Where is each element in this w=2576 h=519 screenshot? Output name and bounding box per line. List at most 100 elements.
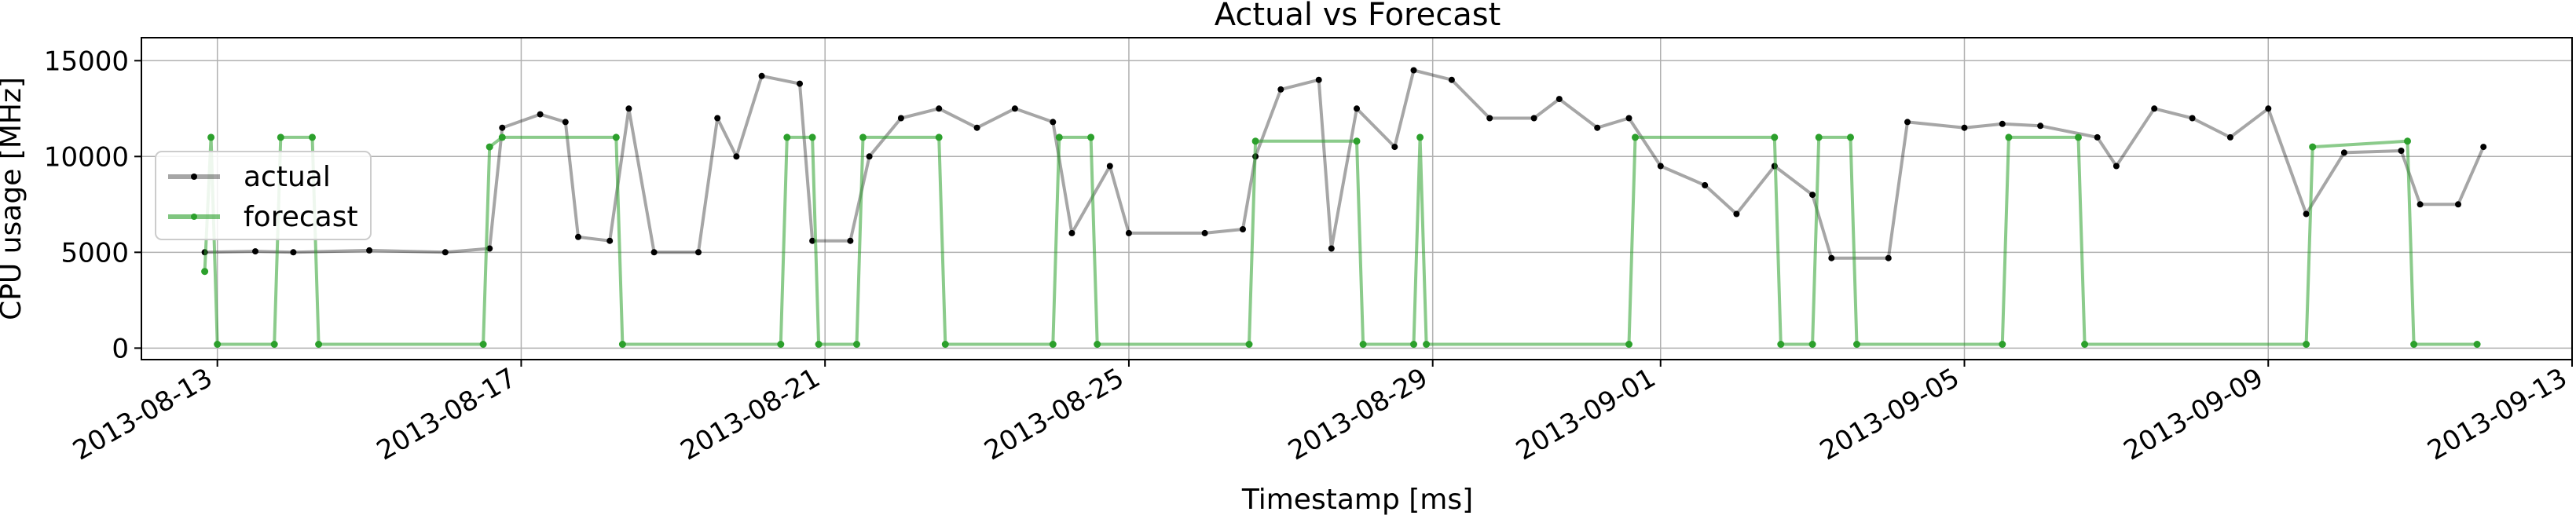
data-point-actual bbox=[366, 247, 373, 254]
data-point-forecast bbox=[1416, 133, 1424, 141]
data-point-forecast bbox=[1632, 133, 1639, 141]
legend-label-actual: actual bbox=[244, 161, 331, 193]
data-point-actual bbox=[2226, 133, 2233, 141]
data-point-actual bbox=[973, 124, 980, 131]
data-point-actual bbox=[1201, 229, 1208, 236]
data-point-actual bbox=[2112, 163, 2120, 170]
chart-title: Actual vs Forecast bbox=[1215, 0, 1501, 33]
data-point-actual bbox=[2455, 201, 2461, 208]
data-point-forecast bbox=[214, 341, 222, 348]
data-point-actual bbox=[1240, 226, 1246, 232]
series-forecast bbox=[201, 133, 2481, 348]
y-tick-label: 0 bbox=[112, 333, 129, 364]
data-point-forecast bbox=[1999, 341, 2006, 348]
data-point-forecast bbox=[2473, 341, 2481, 348]
data-point-actual bbox=[733, 153, 740, 160]
data-point-forecast bbox=[1423, 341, 1431, 348]
data-point-forecast bbox=[2081, 341, 2089, 348]
data-point-actual bbox=[1277, 86, 1284, 93]
plot-background bbox=[141, 38, 2572, 360]
data-point-forecast bbox=[853, 341, 860, 348]
data-point-forecast bbox=[935, 133, 943, 141]
data-point-actual bbox=[1448, 76, 1455, 83]
legend: actual forecast bbox=[155, 151, 372, 240]
data-point-actual bbox=[897, 115, 904, 122]
data-point-actual bbox=[1011, 105, 1018, 112]
x-tick-label: 2013-08-13 bbox=[68, 362, 218, 466]
data-point-forecast bbox=[2303, 341, 2310, 348]
data-point-actual bbox=[1961, 124, 1968, 131]
data-point-forecast bbox=[612, 133, 620, 141]
y-tick-label: 10000 bbox=[44, 141, 129, 173]
data-point-forecast bbox=[277, 133, 284, 141]
data-point-actual bbox=[252, 248, 258, 255]
data-point-actual bbox=[1828, 254, 1835, 261]
data-point-actual bbox=[1391, 144, 1398, 151]
data-point-actual bbox=[290, 249, 297, 256]
data-point-forecast bbox=[270, 341, 278, 348]
y-axis-label: CPU usage [MHz] bbox=[0, 77, 27, 320]
y-tick-label: 5000 bbox=[60, 237, 129, 269]
legend-marker-forecast bbox=[191, 214, 197, 220]
data-point-actual bbox=[625, 105, 632, 112]
data-point-forecast bbox=[2005, 133, 2013, 141]
legend-label-forecast: forecast bbox=[244, 201, 358, 233]
x-tick-label: 2013-09-01 bbox=[1511, 362, 1661, 466]
data-point-forecast bbox=[201, 268, 209, 276]
data-point-forecast bbox=[777, 341, 785, 348]
data-point-actual bbox=[1657, 163, 1664, 170]
data-point-actual bbox=[1050, 119, 1057, 126]
data-point-forecast bbox=[1087, 133, 1095, 141]
data-point-actual bbox=[2340, 149, 2347, 156]
data-point-actual bbox=[695, 249, 702, 256]
data-point-forecast bbox=[1359, 341, 1367, 348]
data-point-actual bbox=[2094, 133, 2101, 141]
series-line-forecast bbox=[203, 135, 2478, 346]
data-point-forecast bbox=[1777, 341, 1785, 348]
series-layer bbox=[201, 67, 2487, 348]
data-point-forecast bbox=[1245, 341, 1253, 348]
data-point-actual bbox=[758, 72, 765, 79]
data-point-actual bbox=[575, 233, 581, 240]
data-point-actual bbox=[442, 249, 449, 256]
data-point-forecast bbox=[1251, 137, 1259, 145]
x-axis: 2013-08-13 2013-08-17 2013-08-21 2013-08-25… bbox=[68, 360, 2573, 467]
data-point-actual bbox=[1999, 120, 2006, 127]
data-point-actual bbox=[847, 237, 854, 244]
data-point-actual bbox=[2480, 144, 2487, 151]
data-point-actual bbox=[562, 119, 569, 126]
data-point-forecast bbox=[941, 341, 949, 348]
data-point-actual bbox=[499, 124, 506, 131]
data-point-forecast bbox=[1353, 137, 1361, 145]
data-point-actual bbox=[2303, 210, 2310, 217]
data-point-forecast bbox=[486, 143, 493, 151]
data-point-actual bbox=[606, 237, 614, 244]
data-point-actual bbox=[2037, 122, 2044, 130]
grid bbox=[141, 38, 2572, 360]
x-tick-label: 2013-08-29 bbox=[1283, 362, 1433, 466]
data-point-actual bbox=[1530, 115, 1537, 122]
data-point-actual bbox=[537, 111, 544, 118]
data-point-actual bbox=[1594, 124, 1601, 131]
y-axis: 0 5000 10000 15000 bbox=[44, 46, 141, 364]
x-tick-label: 2013-09-09 bbox=[2119, 362, 2269, 466]
data-point-forecast bbox=[1853, 341, 1860, 348]
data-point-forecast bbox=[1815, 133, 1823, 141]
data-point-forecast bbox=[2309, 143, 2317, 151]
x-tick-label: 2013-09-05 bbox=[1815, 362, 1965, 466]
data-point-actual bbox=[797, 80, 803, 87]
data-point-actual bbox=[1702, 181, 1709, 188]
data-point-actual bbox=[714, 115, 721, 122]
data-point-forecast bbox=[207, 133, 215, 141]
data-point-forecast bbox=[1847, 133, 1854, 141]
data-point-actual bbox=[2189, 115, 2196, 122]
data-point-forecast bbox=[1808, 341, 1816, 348]
data-point-forecast bbox=[1055, 133, 1063, 141]
data-point-actual bbox=[2265, 105, 2272, 112]
data-point-actual bbox=[1410, 67, 1417, 74]
data-point-actual bbox=[650, 249, 658, 256]
data-point-actual bbox=[936, 105, 943, 112]
data-point-forecast bbox=[859, 133, 867, 141]
